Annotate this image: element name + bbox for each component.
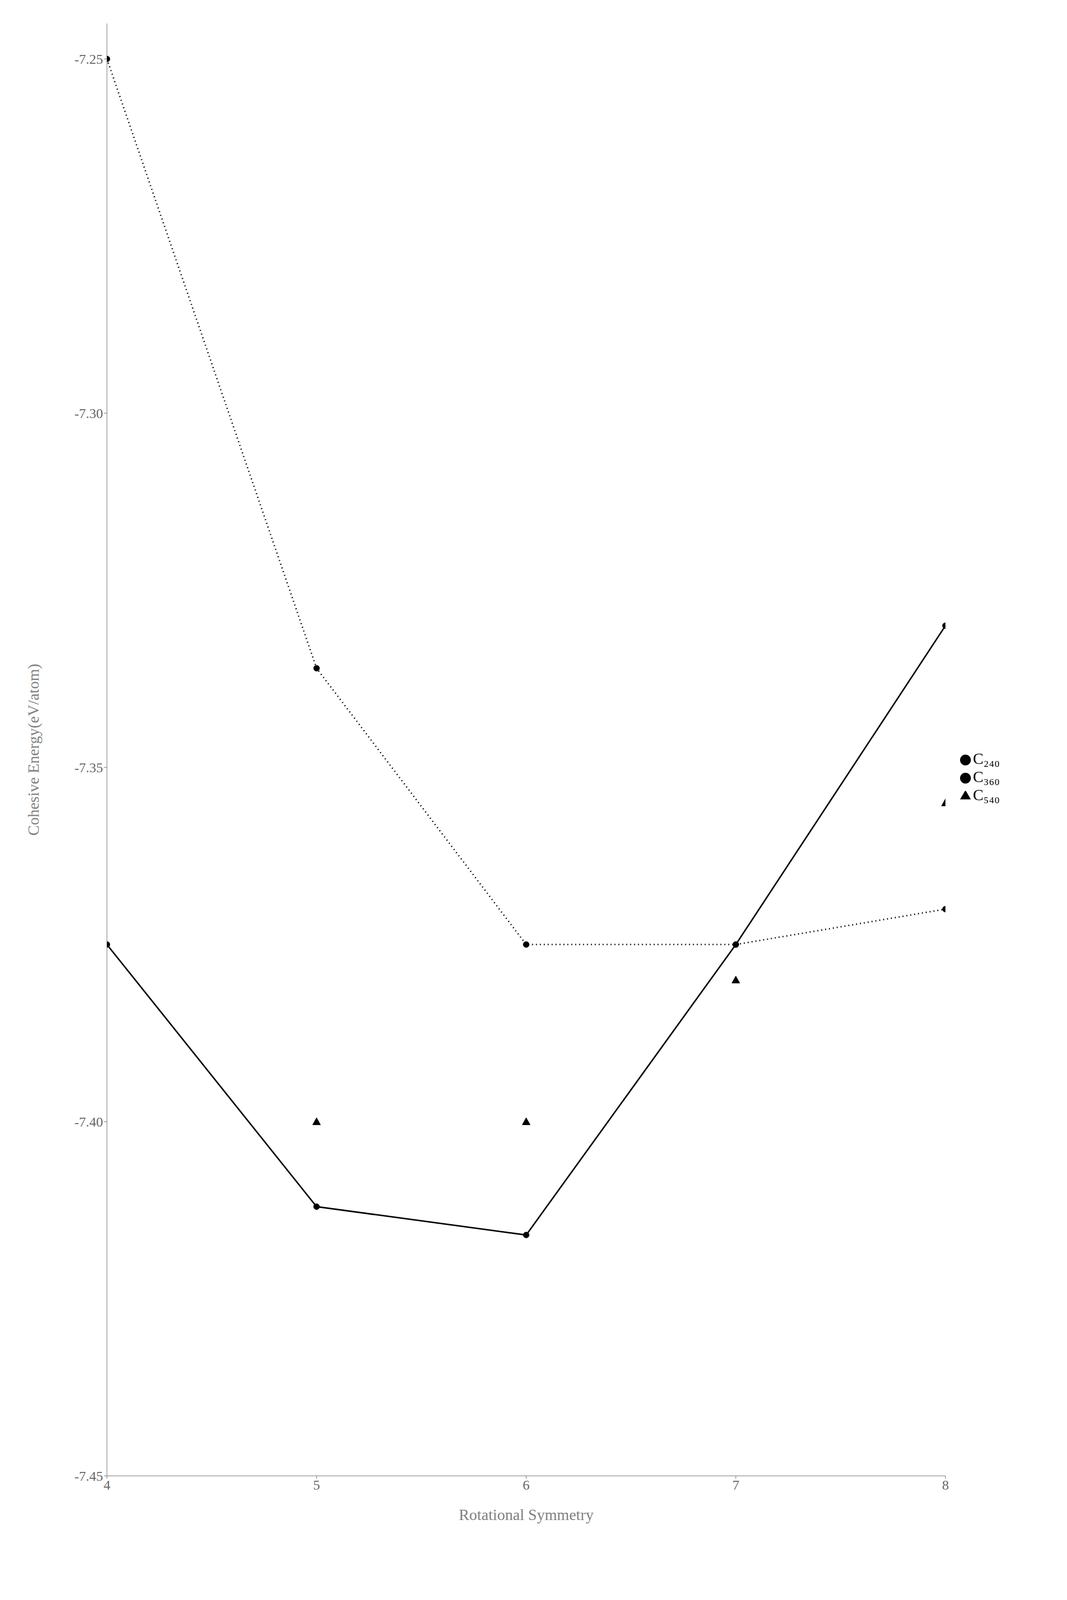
svg-text:5: 5 [312,1477,320,1493]
html-text:C₃₆₀: C₃₆₀ [972,767,1000,786]
svg-text:8: 8 [941,1477,949,1493]
svg-text:6: 6 [522,1477,530,1493]
svg-text:4: 4 [103,1477,111,1493]
svg-text:-7.30: -7.30 [74,405,104,421]
svg-text:-7.35: -7.35 [74,759,104,776]
html-text:C₂₄₀: C₂₄₀ [972,749,1000,768]
svg-text:-7.45: -7.45 [74,1468,104,1484]
svg-text:-7.25: -7.25 [74,51,104,67]
svg-text:7: 7 [732,1477,740,1493]
svg-text:-7.40: -7.40 [74,1114,104,1130]
svg-text:Rotational Symmetry: Rotational Symmetry [458,1505,594,1524]
svg-text:Cohesive Energy(eV/atom): Cohesive Energy(eV/atom) [24,663,43,836]
html-text:C₅₄₀: C₅₄₀ [972,785,1000,804]
